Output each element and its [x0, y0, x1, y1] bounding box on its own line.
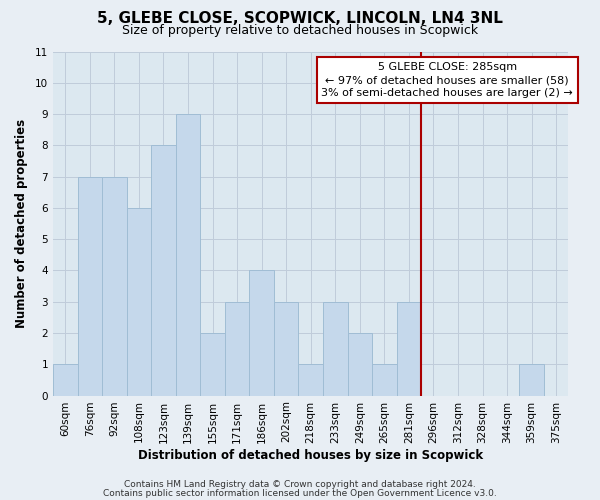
Y-axis label: Number of detached properties: Number of detached properties [15, 119, 28, 328]
Text: 5, GLEBE CLOSE, SCOPWICK, LINCOLN, LN4 3NL: 5, GLEBE CLOSE, SCOPWICK, LINCOLN, LN4 3… [97, 11, 503, 26]
Bar [520, 364, 544, 396]
Bar [347, 333, 372, 396]
Bar [200, 333, 225, 396]
Text: Size of property relative to detached houses in Scopwick: Size of property relative to detached ho… [122, 24, 478, 37]
Text: 5 GLEBE CLOSE: 285sqm
← 97% of detached houses are smaller (58)
3% of semi-detac: 5 GLEBE CLOSE: 285sqm ← 97% of detached … [322, 62, 573, 98]
X-axis label: Distribution of detached houses by size in Scopwick: Distribution of detached houses by size … [138, 450, 483, 462]
Bar [77, 176, 102, 396]
Bar [53, 364, 77, 396]
Bar [127, 208, 151, 396]
Bar [151, 146, 176, 396]
Text: Contains public sector information licensed under the Open Government Licence v3: Contains public sector information licen… [103, 489, 497, 498]
Bar [250, 270, 274, 396]
Bar [298, 364, 323, 396]
Bar [397, 302, 421, 396]
Text: Contains HM Land Registry data © Crown copyright and database right 2024.: Contains HM Land Registry data © Crown c… [124, 480, 476, 489]
Bar [372, 364, 397, 396]
Bar [102, 176, 127, 396]
Bar [225, 302, 250, 396]
Bar [274, 302, 298, 396]
Bar [176, 114, 200, 396]
Bar [323, 302, 347, 396]
